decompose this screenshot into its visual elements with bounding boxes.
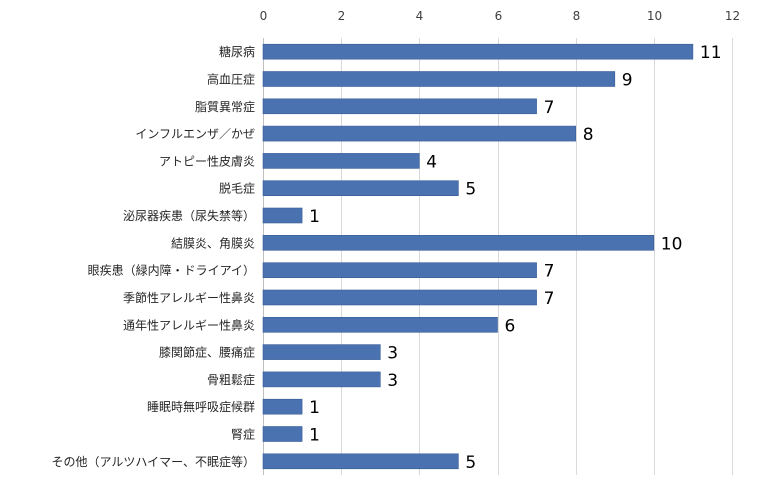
bar — [262, 398, 303, 415]
category-label: 腎症 — [231, 427, 255, 442]
data-label: 3 — [387, 371, 398, 391]
category-label: 骨粗鬆症 — [207, 372, 255, 387]
category-label: 眼疾患（緑内障・ドライアイ） — [88, 263, 255, 278]
category-label: 季節性アレルギー性鼻炎 — [123, 290, 255, 305]
data-label: 7 — [544, 262, 555, 282]
category-label: 膝関節症、腰痛症 — [159, 345, 255, 360]
category-label: 通年性アレルギー性鼻炎 — [123, 317, 255, 332]
category-label: その他（アルツハイマー、不眠症等） — [51, 454, 255, 469]
bar — [262, 344, 381, 360]
x-tick-label: 8 — [573, 9, 581, 23]
x-tick-label: 6 — [495, 9, 503, 23]
bar — [262, 371, 381, 388]
data-label: 9 — [622, 71, 633, 91]
data-label: 7 — [544, 98, 555, 118]
data-label: 4 — [426, 152, 437, 172]
bar — [262, 316, 498, 333]
bar — [262, 235, 655, 251]
x-tick-label: 10 — [647, 9, 662, 23]
category-label: 泌尿器疾患（尿失禁等） — [123, 208, 255, 223]
category-label: 高血圧症 — [207, 72, 255, 87]
bar — [262, 453, 459, 470]
bar — [262, 153, 420, 169]
data-label: 1 — [309, 398, 320, 418]
category-label: 脱毛症 — [219, 181, 255, 196]
bar — [262, 289, 537, 306]
bar — [262, 43, 694, 60]
data-label: 5 — [465, 453, 476, 473]
category-label: アトピー性皮膚炎 — [159, 153, 255, 168]
bar — [262, 180, 459, 196]
data-label: 8 — [583, 125, 594, 145]
data-label: 7 — [544, 289, 555, 309]
bar — [262, 125, 577, 142]
bar — [262, 426, 303, 442]
category-label: 睡眠時無呼吸症候群 — [147, 399, 255, 414]
category-label: 結膜炎、角膜炎 — [171, 236, 255, 250]
x-tick-label: 0 — [260, 9, 268, 23]
bar — [262, 262, 537, 279]
x-tick-label: 4 — [416, 9, 424, 23]
category-label: インフルエンザ／かぜ — [135, 127, 255, 141]
x-tick-label: 12 — [725, 9, 740, 23]
data-label: 6 — [505, 316, 516, 336]
data-label: 1 — [309, 426, 320, 446]
data-label: 5 — [465, 180, 476, 200]
bar — [262, 207, 303, 224]
data-label: 1 — [309, 207, 320, 227]
category-label: 糖尿病 — [219, 44, 255, 59]
data-label: 11 — [700, 43, 722, 63]
bar — [262, 71, 616, 87]
category-label: 脂質異常症 — [195, 99, 255, 114]
x-tick-label: 2 — [338, 9, 346, 23]
bar — [262, 98, 537, 115]
data-label: 3 — [387, 344, 398, 364]
data-label: 10 — [661, 234, 683, 254]
